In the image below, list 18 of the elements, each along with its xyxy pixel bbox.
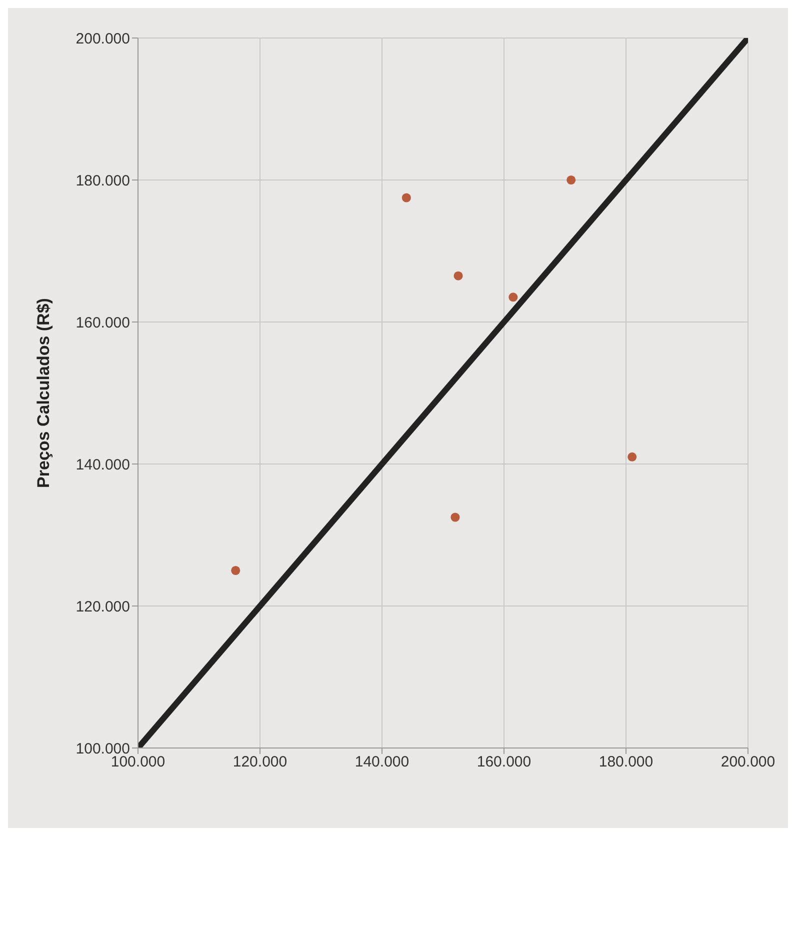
y-tick-label: 140.000 [76,456,130,474]
point [454,271,463,280]
point [402,193,411,202]
y-axis-title: Preços Calculados (R$) [34,298,54,488]
x-tick-label: 140.000 [354,754,410,771]
y-tick-label: 120.000 [76,598,130,616]
point [231,566,240,576]
x-tick-label: 180.000 [598,754,654,771]
x-tick-label: 200.000 [720,754,776,771]
point [566,175,576,185]
x-tick-label: 160.000 [476,754,532,771]
x-tick-label: 120.000 [232,754,288,771]
point [628,452,637,462]
point [450,512,460,522]
y-tick-label: 200.000 [76,30,130,48]
y-tick-label: 180.000 [76,172,130,190]
point [508,292,518,302]
y-tick-label: 160.000 [76,314,130,332]
